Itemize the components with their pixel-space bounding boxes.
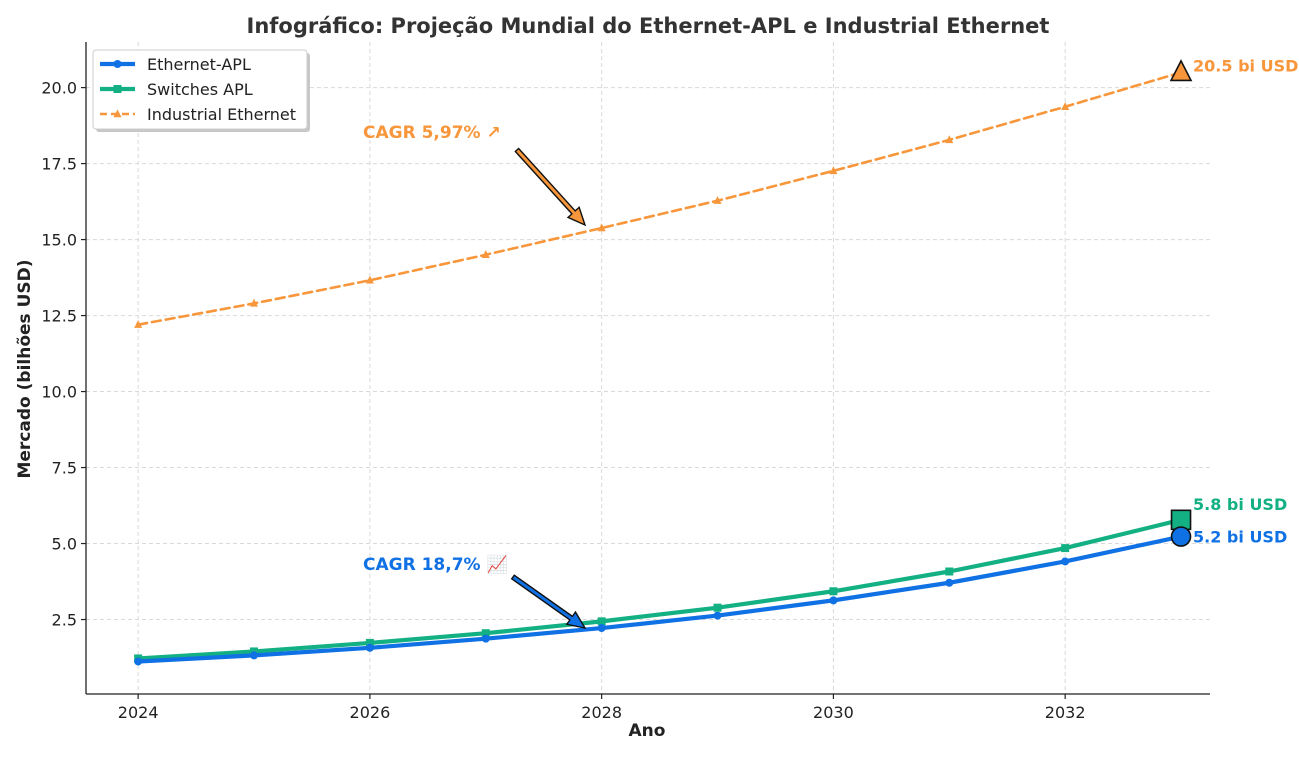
data-point xyxy=(713,196,722,204)
data-point xyxy=(1061,557,1070,566)
legend-box xyxy=(92,49,308,130)
x-axis-label: Ano xyxy=(629,721,666,741)
series-switches-apl xyxy=(134,509,1192,663)
data-point xyxy=(1061,102,1070,110)
y-tick-label: 17.5 xyxy=(41,155,77,174)
data-point xyxy=(945,578,954,587)
data-point xyxy=(945,135,954,144)
end-value-label: 20.5 bi USD xyxy=(1193,56,1298,75)
data-point xyxy=(713,603,722,612)
series-ethernet-apl xyxy=(134,526,1192,666)
series-industrial-ethernet xyxy=(134,59,1193,328)
cagr-annotation: CAGR 18,7% 📈 xyxy=(363,554,508,575)
legend-marker xyxy=(113,60,122,68)
cagr-annotation: CAGR 5,97% ↗ xyxy=(363,123,501,143)
y-tick-label: 10.0 xyxy=(41,383,77,402)
data-point xyxy=(829,596,838,605)
x-tick-label: 2030 xyxy=(813,703,854,722)
legend-item-industrial-ethernet: Industrial Ethernet xyxy=(100,105,296,124)
data-point xyxy=(250,298,259,307)
data-point xyxy=(829,166,838,175)
y-tick-label: 12.5 xyxy=(41,307,77,326)
legend: Ethernet-APL Switches APL Industrial Ether… xyxy=(92,49,310,132)
data-point xyxy=(481,629,490,638)
data-point xyxy=(945,567,954,576)
data-point xyxy=(365,643,374,652)
annotation-arrow xyxy=(510,574,587,630)
y-tick-label: 5.0 xyxy=(52,535,77,554)
end-value-label: 5.8 bi USD xyxy=(1193,495,1287,514)
legend-label: Switches APL xyxy=(147,80,253,99)
y-tick-label: 20.0 xyxy=(41,79,77,98)
data-point xyxy=(597,624,606,633)
y-tick-label: 15.0 xyxy=(41,231,77,250)
data-point xyxy=(713,611,722,620)
x-tick-label: 2032 xyxy=(1045,703,1086,722)
annotation-arrow xyxy=(514,147,587,227)
data-point xyxy=(134,320,143,328)
x-tick-label: 2026 xyxy=(350,703,391,722)
y-axis-label: Mercado (bilhões USD) xyxy=(15,259,35,478)
data-point xyxy=(481,634,490,643)
data-point xyxy=(365,275,374,284)
legend-item-switches-apl: Switches APL xyxy=(100,80,253,99)
legend-marker xyxy=(113,85,122,93)
end-point-marker xyxy=(1169,59,1193,82)
data-point xyxy=(481,250,490,258)
legend-label: Industrial Ethernet xyxy=(147,105,296,124)
data-point xyxy=(250,651,259,660)
data-point xyxy=(1061,544,1070,553)
end-point-marker xyxy=(1170,526,1192,547)
x-tick-label: 2024 xyxy=(118,703,159,722)
end-value-label: 5.2 bi USD xyxy=(1193,528,1287,547)
legend-marker xyxy=(113,109,122,118)
y-tick-label: 7.5 xyxy=(52,459,77,478)
chart-title: Infográfico: Projeção Mundial do Etherne… xyxy=(247,14,1050,38)
data-point xyxy=(597,223,606,232)
data-point xyxy=(829,587,838,596)
x-tick-label: 2028 xyxy=(581,703,622,722)
data-point xyxy=(134,657,143,666)
series-line-industrial-ethernet xyxy=(136,71,1183,326)
legend-label: Ethernet-APL xyxy=(147,55,251,74)
data-point xyxy=(365,638,374,647)
data-point xyxy=(597,617,606,626)
legend-item-ethernet-apl: Ethernet-APL xyxy=(100,55,251,74)
series-line-switches-apl xyxy=(136,517,1184,661)
series-line-ethernet-apl xyxy=(136,534,1184,664)
y-tick-label: 2.5 xyxy=(52,611,77,630)
